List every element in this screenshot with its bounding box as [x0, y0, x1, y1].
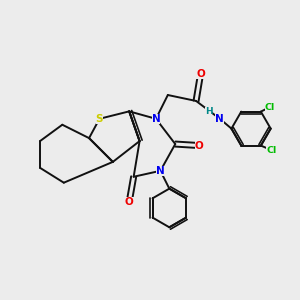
Text: Cl: Cl — [266, 146, 276, 154]
Text: N: N — [156, 166, 165, 176]
Text: N: N — [215, 114, 224, 124]
Text: Cl: Cl — [265, 103, 275, 112]
Text: O: O — [195, 140, 203, 151]
Text: S: S — [96, 114, 103, 124]
Text: N: N — [152, 114, 160, 124]
Text: H: H — [205, 107, 212, 116]
Text: O: O — [196, 69, 205, 79]
Text: O: O — [125, 197, 134, 207]
